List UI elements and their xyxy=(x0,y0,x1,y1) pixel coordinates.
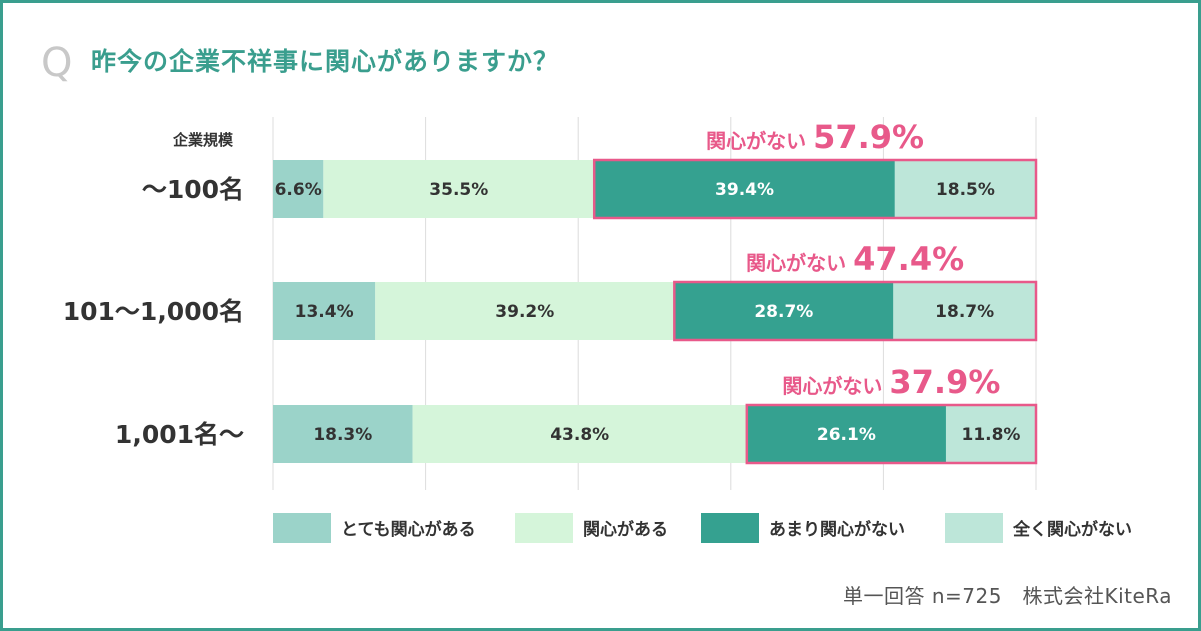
category-label: 1,001名〜 xyxy=(115,420,244,449)
bar-segment xyxy=(746,405,946,463)
data-label: 11.8% xyxy=(961,425,1020,445)
bar-segment xyxy=(594,160,895,218)
data-label: 26.1% xyxy=(817,425,876,445)
legend-swatch xyxy=(273,513,331,543)
data-label: 43.8% xyxy=(550,425,609,445)
annotation-label: 関心がない 57.9% xyxy=(706,118,924,156)
legend-label: とても関心がある xyxy=(341,519,476,540)
bar-segment xyxy=(273,405,413,463)
bar-segment xyxy=(412,405,747,463)
data-label: 35.5% xyxy=(429,180,488,200)
annotation-label: 関心がない 47.4% xyxy=(746,240,964,278)
annotation-value: 37.9% xyxy=(889,363,1000,401)
bar-segment xyxy=(894,160,1036,218)
annotation-value: 47.4% xyxy=(853,240,964,278)
y-axis-title: 企業規模 xyxy=(172,131,234,149)
source-note: 単一回答 n=725 株式会社KiteRa xyxy=(843,584,1172,608)
highlight-box xyxy=(592,158,1038,220)
legend-label: 全く関心がない xyxy=(1012,519,1132,540)
highlight-box xyxy=(745,403,1038,465)
bar-segment xyxy=(273,160,324,218)
annotation-prefix: 関心がない xyxy=(746,251,853,275)
legend-label: 関心がある xyxy=(583,519,668,540)
data-label: 39.4% xyxy=(715,180,774,200)
data-label: 13.4% xyxy=(295,302,354,322)
annotation-value: 57.9% xyxy=(813,118,924,156)
data-label: 28.7% xyxy=(754,302,813,322)
legend-swatch xyxy=(701,513,759,543)
bar-segment xyxy=(893,282,1036,340)
data-label: 18.7% xyxy=(935,302,994,322)
category-label: 〜100名 xyxy=(142,175,244,204)
legend-label: あまり関心がない xyxy=(769,519,905,540)
legend-swatch xyxy=(945,513,1003,543)
legend-swatch xyxy=(515,513,573,543)
data-label: 18.5% xyxy=(936,180,995,200)
data-label: 18.3% xyxy=(313,425,372,445)
category-label: 101〜1,000名 xyxy=(63,297,244,326)
bar-segment xyxy=(674,282,894,340)
annotation-prefix: 関心がない xyxy=(782,374,889,398)
bar-segment xyxy=(375,282,675,340)
bar-segment xyxy=(273,282,376,340)
data-label: 39.2% xyxy=(495,302,554,322)
bar-segment xyxy=(323,160,595,218)
data-label: 6.6% xyxy=(275,180,322,200)
question-title: 昨今の企業不祥事に関心がありますか？ xyxy=(91,47,560,76)
bar-segment xyxy=(945,405,1036,463)
annotation-label: 関心がない 37.9% xyxy=(782,363,1000,401)
annotation-prefix: 関心がない xyxy=(706,129,813,153)
highlight-box xyxy=(673,280,1038,342)
question-mark: Q xyxy=(41,40,73,86)
